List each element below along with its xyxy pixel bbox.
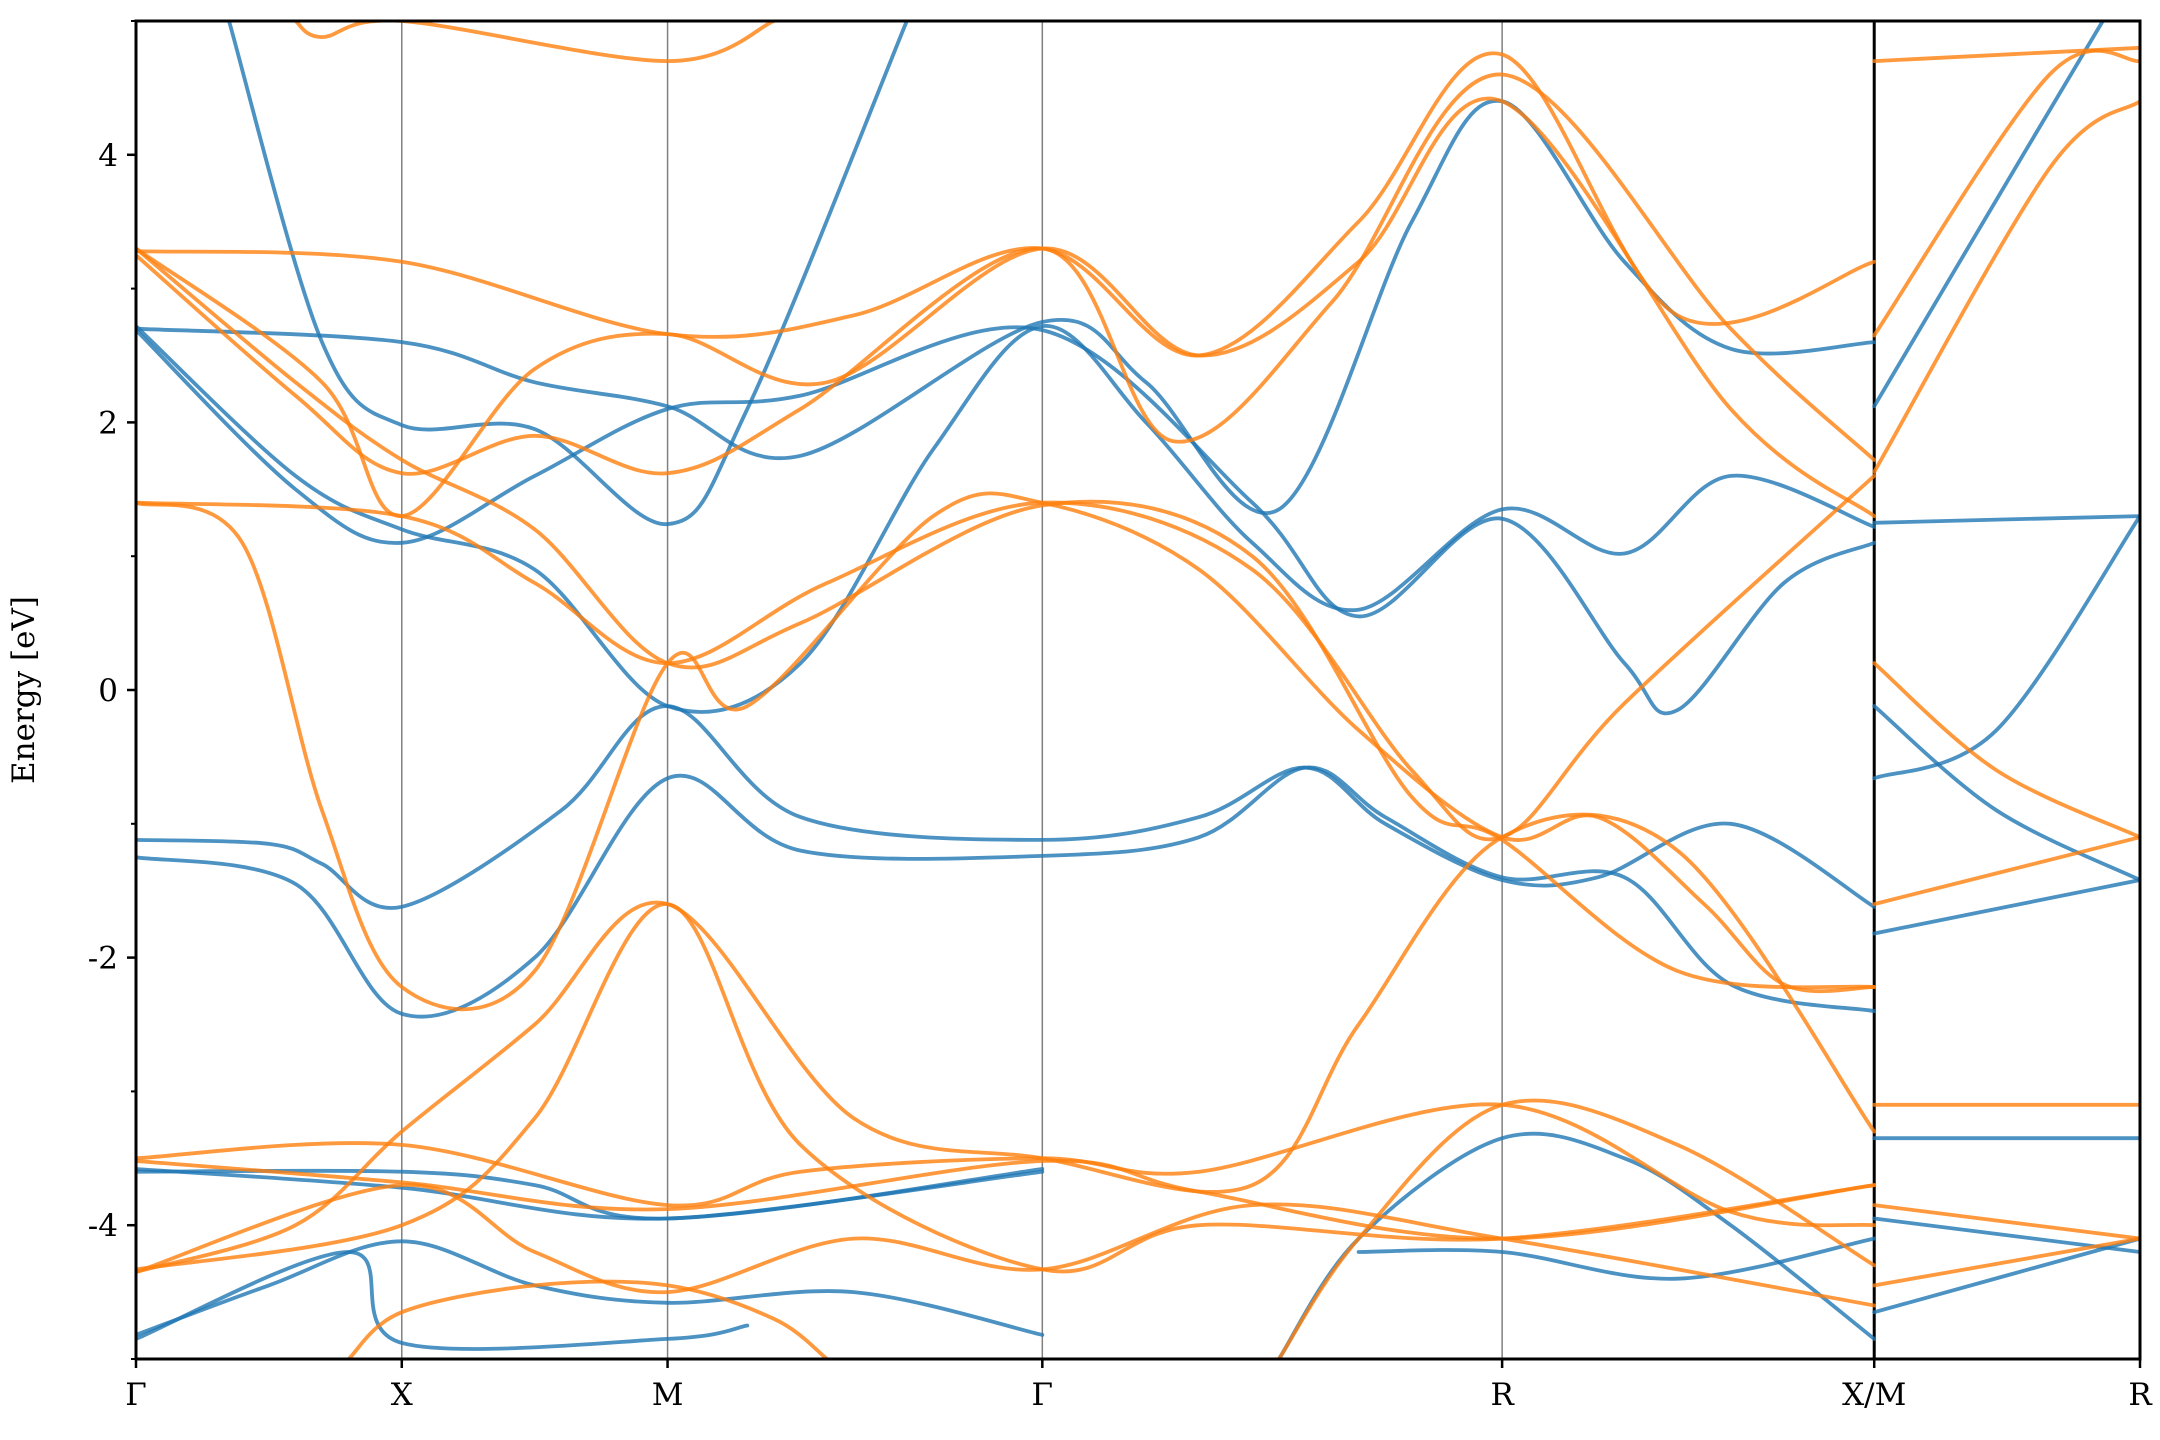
spin-down-band: [136, 474, 1877, 842]
spin-down-band: [136, 51, 1877, 358]
x-tick-label: Γ: [1032, 1377, 1054, 1413]
spin-up-band: [1872, 704, 2140, 882]
spin-down-band: [1872, 99, 2140, 474]
spin-down-band: [136, 812, 1877, 1274]
spin-down-band: [136, 72, 1877, 476]
spin-up-band: [1277, 1131, 1877, 1359]
spin-up-band: [1872, 1236, 2140, 1315]
spin-up-band: [1872, 514, 2140, 781]
spin-up-band: [1872, 878, 2140, 936]
y-axis: 4 2 0 -2 -4: [88, 20, 136, 1360]
spin-down-band: [1872, 661, 2140, 840]
x-tick-label: R: [1490, 1377, 1515, 1413]
y-axis-label: Energy [eV]: [6, 596, 42, 784]
band-lines: [136, 21, 2140, 1359]
x-tick-label: X/M: [1842, 1377, 1906, 1413]
y-tick-label: -2: [88, 941, 118, 977]
spin-down-band: [1872, 835, 2140, 906]
x-axis: Γ X M Γ R X/M R: [125, 1359, 2153, 1413]
x-tick-label: R: [2128, 1377, 2153, 1413]
spin-up-band: [136, 704, 1877, 910]
spin-up-band: [1872, 1216, 2140, 1254]
y-tick-label: 2: [98, 405, 118, 441]
spin-down-band: [1872, 1203, 2140, 1241]
y-tick-label: 4: [98, 138, 118, 174]
spin-down-band: [1872, 1236, 2140, 1288]
spin-up-band: [136, 1239, 1045, 1337]
y-tick-label: -4: [88, 1208, 118, 1244]
spin-up-band: [136, 765, 1877, 1019]
spin-up-band: [136, 325, 1877, 716]
y-tick-label: 0: [98, 673, 118, 709]
spin-down-band: [136, 1183, 1877, 1308]
x-tick-label: M: [652, 1377, 684, 1413]
spin-up-band: [227, 21, 909, 527]
spin-up-band: [1356, 1236, 1877, 1281]
spin-down-band: [346, 1279, 829, 1359]
spin-up-band: [1872, 21, 2105, 409]
x-tick-label: X: [391, 1377, 413, 1413]
spin-down-band: [1872, 48, 2140, 338]
spin-down-band: [136, 902, 1877, 1274]
spin-up-band: [136, 98, 1877, 515]
spin-down-band: [1277, 1098, 1877, 1359]
spin-up-band: [1872, 514, 2140, 525]
plot-frame: [134, 19, 2142, 1361]
spin-down-band: [136, 96, 1877, 519]
spin-down-band: [293, 21, 776, 63]
high-symmetry-lines: [401, 21, 1876, 1359]
spin-down-band: [1872, 45, 2140, 63]
spin-down-band: [136, 246, 1877, 990]
x-tick-label: Γ: [125, 1377, 147, 1413]
spin-up-band: [136, 324, 1877, 714]
spin-up-band: [136, 1168, 1045, 1221]
spin-up-band: [136, 1250, 750, 1351]
